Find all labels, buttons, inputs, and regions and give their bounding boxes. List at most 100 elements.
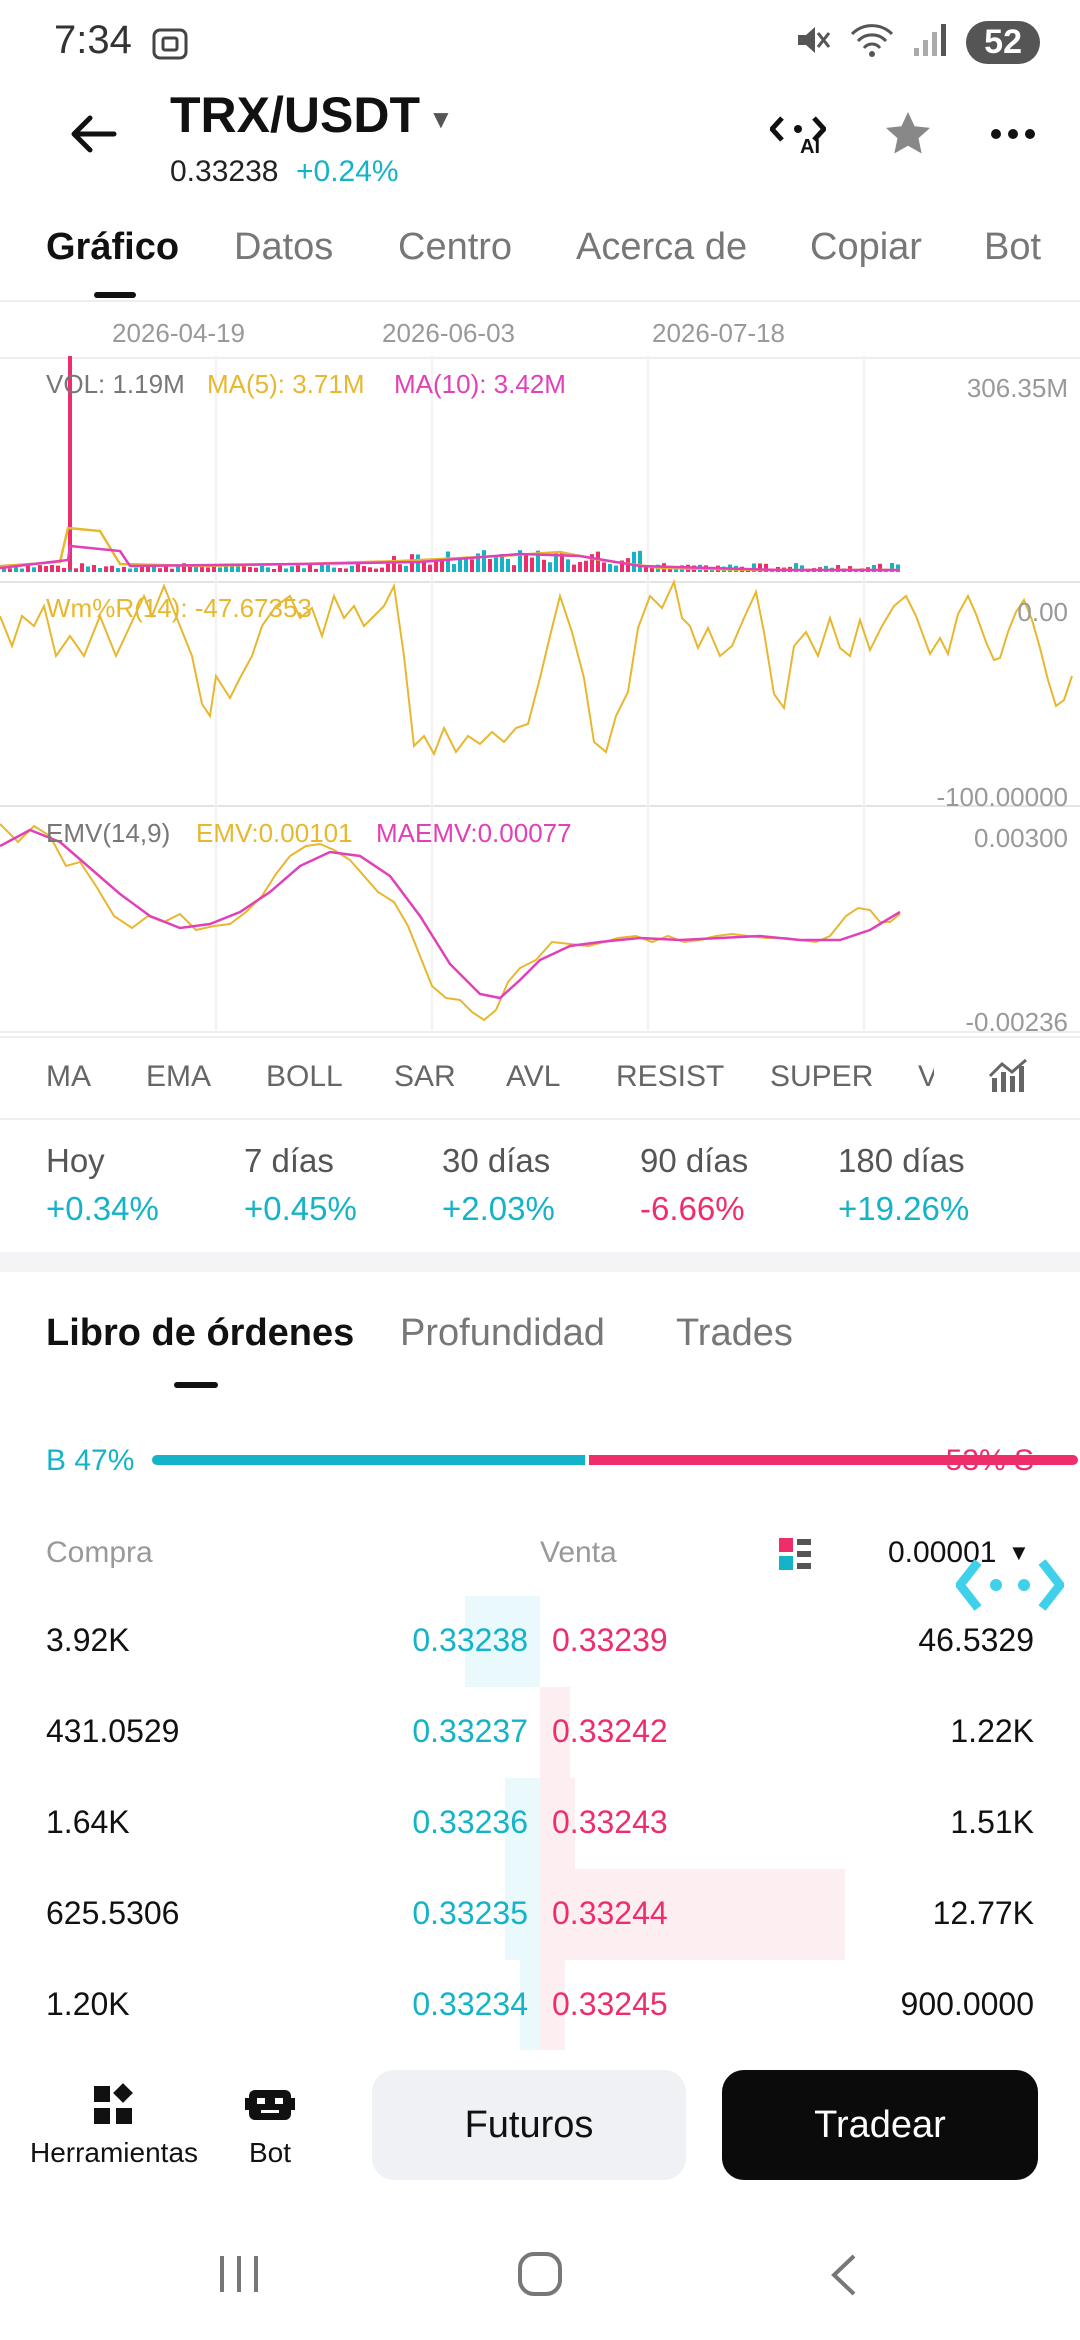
- volume-bar: [638, 550, 642, 572]
- performance-period-value: -6.66%: [640, 1190, 745, 1227]
- tab-copiar[interactable]: Copiar: [810, 226, 922, 268]
- orderbook-row[interactable]: 1.20K 0.33234 0.33245 900.0000: [0, 1960, 1080, 2051]
- bid-price: 0.33237: [412, 1713, 528, 1749]
- buy-ratio-bar: [152, 1455, 585, 1465]
- volume-bar: [524, 555, 528, 572]
- ask-quantity: 1.22K: [950, 1713, 1034, 1749]
- volume-bar: [260, 564, 264, 572]
- tab-datos[interactable]: Datos: [234, 226, 334, 268]
- tab-centro[interactable]: Centro: [398, 226, 513, 268]
- volume-bar: [434, 561, 438, 572]
- price-change: +0.24%: [296, 155, 399, 188]
- volume-bar: [836, 565, 840, 572]
- orderbook-row[interactable]: 625.5306 0.33235 0.33244 12.77K: [0, 1869, 1080, 1960]
- volume-bar: [92, 564, 96, 572]
- mute-icon: [792, 20, 832, 65]
- volume-bar: [218, 567, 222, 572]
- battery-badge: 52: [966, 21, 1040, 64]
- home-icon[interactable]: [516, 2250, 564, 2303]
- precision-dropdown-icon[interactable]: ▼: [1008, 1540, 1030, 1565]
- tab-trades[interactable]: Trades: [676, 1312, 793, 1354]
- volume-bar: [104, 566, 108, 572]
- volume-bar: [206, 567, 210, 572]
- ask-price: 0.33242: [552, 1713, 668, 1749]
- indicator-super[interactable]: SUPER: [770, 1060, 874, 1093]
- bot-button[interactable]: Bot: [224, 2082, 316, 2169]
- volume-bar: [242, 565, 246, 572]
- tools-button[interactable]: Herramientas: [26, 2082, 202, 2169]
- volume-bar: [254, 567, 258, 572]
- volume-bar: [248, 567, 252, 572]
- volume-bar: [458, 558, 462, 572]
- book-layout-icon[interactable]: [778, 1537, 812, 1576]
- indicator-ma[interactable]: MA: [46, 1060, 91, 1093]
- tab-grafico[interactable]: Gráfico: [46, 226, 180, 268]
- volume-bar: [176, 564, 180, 572]
- volume-bar: [398, 564, 402, 572]
- floating-assistant-icon[interactable]: [955, 1558, 1065, 1617]
- bid-depth-bar: [505, 1869, 540, 1960]
- volume-bar: [230, 563, 234, 572]
- performance-period-label: 30 días: [442, 1142, 551, 1179]
- volume-bar: [512, 565, 516, 572]
- bot-label: Bot: [248, 2137, 292, 2168]
- indicator-resist[interactable]: RESIST: [616, 1060, 725, 1093]
- volume-bar: [74, 568, 78, 572]
- favorite-star-icon[interactable]: [884, 110, 932, 161]
- indicator-sar[interactable]: SAR: [394, 1060, 456, 1093]
- volume-bar: [224, 563, 228, 572]
- volume-bar: [236, 564, 240, 572]
- volume-bar: [200, 566, 204, 572]
- volume-bar: [560, 552, 564, 572]
- volume-bar: [152, 564, 156, 572]
- ask-quantity: 46.5329: [918, 1622, 1034, 1658]
- performance-period-value: +0.34%: [46, 1190, 159, 1227]
- futures-button[interactable]: Futuros: [372, 2070, 686, 2180]
- volume-bar: [602, 562, 606, 572]
- trade-button[interactable]: Tradear: [722, 2070, 1038, 2180]
- volume-bar: [548, 562, 552, 572]
- orderbook-row[interactable]: 3.92K 0.33238 0.33239 46.5329: [0, 1596, 1080, 1687]
- indicator-boll[interactable]: BOLL: [266, 1060, 343, 1093]
- ask-depth-bar: [540, 1869, 845, 1960]
- indicator-ema[interactable]: EMA: [146, 1060, 212, 1093]
- screenshot-icon: [150, 24, 190, 69]
- volume-bar: [80, 563, 84, 572]
- ask-quantity: 1.51K: [950, 1804, 1034, 1840]
- volume-bar: [386, 563, 390, 572]
- indicator-charts[interactable]: [0, 356, 1080, 1036]
- tab-bot[interactable]: Bot: [984, 226, 1042, 268]
- indicator-avl[interactable]: AVL: [506, 1060, 561, 1093]
- back-nav-icon[interactable]: [826, 2252, 862, 2303]
- volume-bar: [284, 568, 288, 572]
- pair-title[interactable]: TRX/USDT: [170, 87, 420, 143]
- tab-profundidad[interactable]: Profundidad: [400, 1312, 605, 1354]
- volume-bar: [56, 565, 60, 572]
- emv-axis-bottom: -0.00236: [965, 1007, 1068, 1037]
- indicator-settings-icon[interactable]: [988, 1058, 1028, 1099]
- active-tab-indicator: [94, 292, 136, 298]
- orderbook-row[interactable]: 431.0529 0.33237 0.33242 1.22K: [0, 1687, 1080, 1778]
- emv-axis-top: 0.00300: [974, 823, 1068, 853]
- volume-bar: [278, 565, 282, 572]
- more-options-icon[interactable]: [990, 127, 1036, 145]
- volume-bar: [464, 558, 468, 572]
- recent-apps-icon[interactable]: [216, 2252, 262, 2301]
- emv-line: [0, 823, 901, 1022]
- last-price: 0.33238: [170, 155, 279, 188]
- vol-axis-max: 306.35M: [966, 373, 1068, 403]
- pair-dropdown-icon[interactable]: ▼: [428, 104, 454, 134]
- bid-price: 0.33234: [412, 1986, 528, 2022]
- back-arrow-icon[interactable]: [70, 112, 118, 161]
- ask-price: 0.33239: [552, 1622, 668, 1658]
- tab-acerca-de[interactable]: Acerca de: [576, 226, 748, 268]
- bid-depth-bar: [520, 1960, 540, 2051]
- indicator-v[interactable]: V: [918, 1060, 934, 1093]
- bid-quantity: 625.5306: [46, 1895, 180, 1931]
- volume-bar: [536, 550, 540, 572]
- ai-assistant-icon[interactable]: AI: [768, 114, 828, 158]
- tab-libro-de-ordenes[interactable]: Libro de órdenes: [46, 1312, 355, 1354]
- orderbook-row[interactable]: 1.64K 0.33236 0.33243 1.51K: [0, 1778, 1080, 1869]
- volume-bar: [308, 563, 312, 572]
- ask-quantity: 900.0000: [900, 1986, 1034, 2022]
